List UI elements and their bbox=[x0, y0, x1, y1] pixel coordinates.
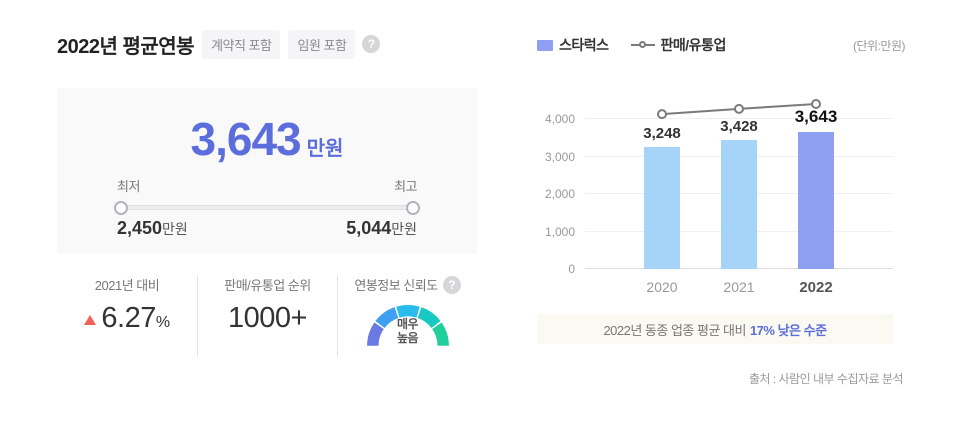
legend-item-company[interactable]: 스타럭스 bbox=[537, 35, 609, 55]
line-marker bbox=[811, 99, 821, 109]
gauge-arc bbox=[366, 304, 449, 347]
slider-handle-max[interactable] bbox=[406, 201, 420, 215]
y-axis: 0 1,000 2,000 3,000 4,000 bbox=[537, 98, 585, 276]
line-marker bbox=[734, 103, 744, 114]
data-source: 출처 : 사람인 내부 수집자료 분석 bbox=[748, 372, 904, 386]
stat-yoy-change: 2021년 대비 6.27% bbox=[57, 275, 197, 357]
x-tick-label: 2022 bbox=[799, 279, 833, 296]
y-tick-label: 1,000 bbox=[544, 224, 575, 239]
stat-rank-label: 판매/유통업 순위 bbox=[224, 278, 311, 293]
y-tick-label: 0 bbox=[568, 262, 575, 276]
stat-industry-rank: 판매/유통업 순위 1000+ bbox=[197, 275, 337, 357]
bar-value-label: 3,248 bbox=[643, 125, 681, 143]
stat-yoy-value: 6.27% bbox=[57, 302, 197, 335]
bar-2020 bbox=[644, 147, 680, 269]
stat-rank-value: 1000+ bbox=[228, 302, 307, 334]
salary-range-slider bbox=[114, 200, 420, 215]
y-tick-label: 2,000 bbox=[544, 187, 575, 201]
slider-handle-min[interactable] bbox=[114, 201, 128, 215]
page-title: 2022년 평균연봉 bbox=[57, 35, 195, 58]
bar-value-label: 3,428 bbox=[720, 118, 758, 136]
stat-reliability-label: 연봉정보 신뢰도 ? bbox=[338, 275, 477, 294]
min-value: 2,450만원 bbox=[117, 218, 188, 238]
help-icon[interactable]: ? bbox=[362, 35, 381, 53]
reliability-gauge: 매우 높음 bbox=[364, 300, 452, 357]
salary-range-labels: 최저 최고 bbox=[117, 176, 417, 195]
salary-range-values: 2,450만원 5,044만원 bbox=[117, 218, 417, 239]
bar-2021 bbox=[721, 140, 757, 269]
slider-track bbox=[117, 205, 417, 210]
gridline bbox=[585, 118, 893, 119]
salary-bar-chart: 0 1,000 2,000 3,000 4,000 3,248 3,428 3,643 bbox=[537, 98, 905, 276]
line-legend-marker-icon bbox=[630, 40, 655, 50]
stat-yoy-label: 2021년 대비 bbox=[94, 278, 160, 293]
tag-executive-included: 임원 포함 bbox=[288, 29, 356, 59]
trend-up-icon bbox=[84, 315, 97, 325]
chart-legend: 스타럭스 판매/유통업 (단위:만원) bbox=[537, 35, 906, 55]
salary-summary-panel: 2022년 평균연봉 계약직 포함 임원 포함 ? 3,643 만원 최저 최고 … bbox=[57, 29, 477, 357]
bar-legend-label: 스타럭스 bbox=[559, 37, 609, 53]
max-label: 최고 bbox=[394, 179, 417, 194]
average-salary-card: 3,643 만원 최저 최고 2,450만원 5,044만원 bbox=[57, 88, 477, 254]
chart-plot: 3,248 3,428 3,643 bbox=[585, 98, 893, 269]
average-salary-value: 3,643 만원 bbox=[117, 116, 417, 162]
comparison-note: 2022년 동종 업종 평균 대비 17% 낮은 수준 bbox=[537, 314, 893, 344]
salary-unit: 만원 bbox=[306, 138, 344, 160]
salary-amount: 3,643 bbox=[190, 113, 302, 165]
chart-unit-note: (단위:만원) bbox=[853, 38, 906, 53]
line-marker bbox=[657, 109, 667, 120]
min-label: 최저 bbox=[117, 179, 140, 194]
reliability-help-icon[interactable]: ? bbox=[442, 275, 461, 294]
note-text: 2022년 동종 업종 평균 대비 bbox=[603, 322, 746, 338]
salary-chart-panel: 스타럭스 판매/유통업 (단위:만원) 0 1,000 2,000 3,000 4,00… bbox=[537, 30, 906, 387]
legend-item-industry[interactable]: 판매/유통업 bbox=[630, 35, 727, 55]
y-tick-label: 3,000 bbox=[544, 149, 575, 164]
gauge-label: 매우 높음 bbox=[396, 317, 419, 345]
title-row: 2022년 평균연봉 계약직 포함 임원 포함 ? bbox=[57, 29, 477, 59]
y-tick-label: 4,000 bbox=[544, 112, 575, 126]
industry-average-line bbox=[657, 99, 821, 120]
stats-row: 2021년 대비 6.27% 판매/유통업 순위 1000+ 연봉정보 신뢰도 … bbox=[57, 275, 477, 357]
x-tick-label: 2020 bbox=[646, 279, 678, 295]
stat-reliability: 연봉정보 신뢰도 ? 매우 높음 bbox=[337, 275, 477, 357]
tag-contract-included: 계약직 포함 bbox=[202, 29, 281, 59]
bar-value-label: 3,643 bbox=[794, 107, 838, 127]
note-highlight: 17% 낮은 수준 bbox=[749, 322, 827, 338]
bar-legend-swatch bbox=[537, 39, 553, 51]
line-legend-label: 판매/유통업 bbox=[660, 37, 727, 53]
bar-2022 bbox=[798, 132, 834, 269]
x-tick-label: 2021 bbox=[723, 279, 755, 295]
max-value: 5,044만원 bbox=[346, 218, 417, 238]
x-axis: 2020 2021 2022 bbox=[585, 269, 893, 296]
